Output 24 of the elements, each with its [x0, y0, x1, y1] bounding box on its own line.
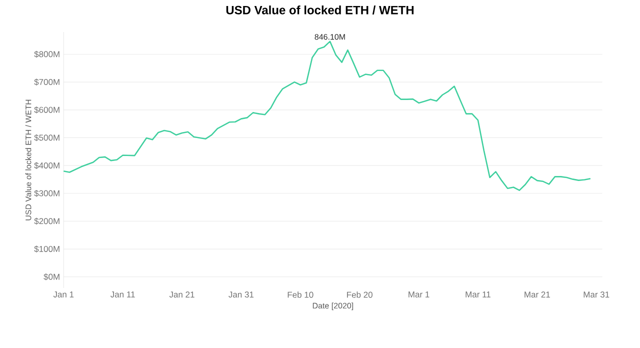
- y-tick-label: $200M: [34, 218, 60, 225]
- y-tick-label: $500M: [34, 134, 60, 142]
- annotation: 846.10M: [314, 34, 345, 40]
- line-series: [62, 40, 592, 191]
- x-axis-title: Date [2020]: [312, 302, 354, 310]
- chart-title: USD Value of locked ETH / WETH: [226, 6, 414, 14]
- x-tick-label: Jan 11: [110, 292, 135, 298]
- x-tick-label: Mar 31: [584, 292, 610, 298]
- y-tick-label: $100M: [34, 246, 60, 252]
- x-tick-label: Jan 31: [228, 292, 254, 298]
- x-tick-label: Mar 21: [524, 292, 550, 298]
- x-tick-label: Feb 20: [347, 292, 372, 298]
- x-tick-label: Jan 1: [53, 292, 74, 298]
- x-tick-label: Feb 10: [288, 292, 314, 298]
- y-axis-title: USD Value of locked ETH / WETH: [25, 100, 32, 220]
- y-tick-label: $300M: [34, 190, 60, 197]
- y-tick-label: $800M: [34, 50, 60, 58]
- x-tick-label: Jan 21: [169, 292, 194, 298]
- y-tick-label: $400M: [34, 162, 60, 170]
- y-tick-label: $600M: [34, 106, 60, 114]
- y-tick-label: $0M: [44, 273, 60, 280]
- x-tick-label: Mar 11: [466, 292, 490, 298]
- x-tick-label: Mar 1: [408, 292, 430, 298]
- y-tick-label: $700M: [34, 78, 60, 86]
